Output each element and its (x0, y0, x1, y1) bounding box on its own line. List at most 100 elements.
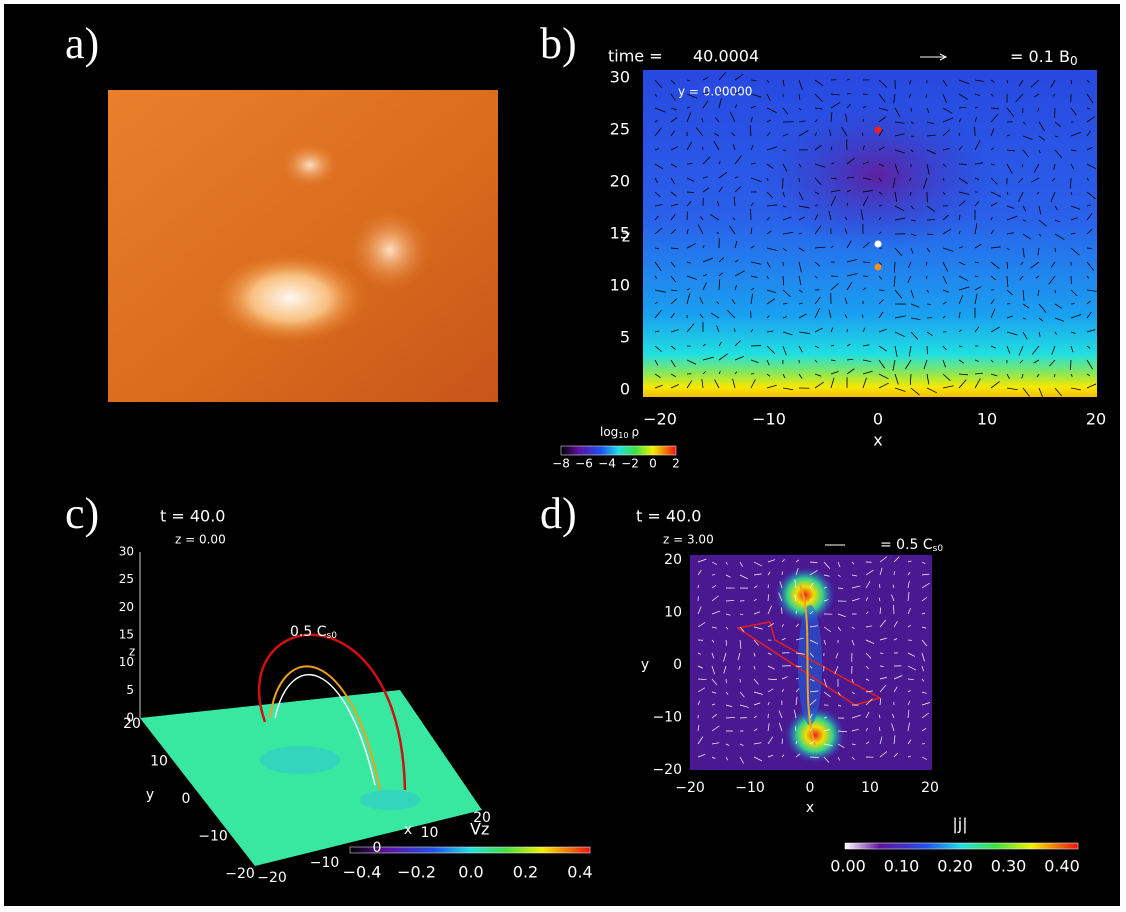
y-axis-label: y (641, 657, 649, 673)
vector (846, 93, 851, 95)
vector (814, 79, 824, 86)
vector (753, 626, 763, 630)
vector (1052, 93, 1056, 97)
vector (686, 200, 692, 207)
tick-label: −10 (752, 410, 786, 429)
vector (779, 581, 783, 589)
vector (718, 91, 722, 95)
vector (1054, 303, 1063, 309)
vector (1006, 315, 1013, 319)
vector (862, 161, 870, 165)
vector (907, 709, 910, 719)
vector (990, 191, 1002, 197)
vector (766, 373, 771, 377)
vector (697, 736, 704, 745)
vector (814, 246, 826, 249)
vector (716, 325, 720, 333)
vector (750, 293, 754, 305)
vector (767, 584, 769, 589)
vector (942, 79, 948, 87)
vector (862, 327, 866, 333)
vector (942, 261, 949, 272)
vector (878, 204, 883, 207)
vector (733, 196, 736, 207)
vector (734, 90, 742, 95)
vector (1070, 289, 1078, 297)
vector (846, 282, 853, 291)
vector (830, 112, 833, 123)
vector (1038, 303, 1047, 313)
vector (767, 622, 774, 628)
vector (907, 607, 912, 615)
vector (1006, 261, 1009, 269)
vector (865, 665, 869, 670)
vector (990, 216, 993, 221)
y-axis-label: z (622, 227, 630, 246)
z-axis-label: z (129, 645, 135, 659)
vector (766, 315, 770, 319)
vector (753, 665, 756, 670)
vector (670, 261, 676, 268)
vector (862, 190, 873, 193)
vector (837, 574, 841, 577)
tick-label: 20 (664, 552, 682, 568)
tick-label: 5 (126, 683, 134, 697)
vector (753, 573, 762, 576)
vector (702, 100, 709, 109)
vector (958, 106, 967, 109)
vector (851, 678, 854, 683)
vector (753, 715, 757, 719)
tick-label: 20 (610, 172, 630, 191)
vector (958, 146, 963, 151)
vector (766, 119, 772, 123)
vector (1018, 79, 1024, 87)
vector (1019, 359, 1024, 364)
vector (782, 205, 787, 208)
vector (734, 176, 739, 179)
vector (814, 359, 818, 363)
vector (974, 223, 978, 235)
vector (837, 730, 847, 733)
vector (894, 217, 906, 221)
vector (814, 214, 819, 221)
vector (795, 741, 798, 745)
vector (782, 216, 792, 221)
vector (750, 79, 757, 82)
vector (851, 691, 855, 695)
vector (908, 177, 912, 181)
vector (860, 209, 864, 221)
vector-scale: = 0.1 B0 (1010, 47, 1078, 68)
vector (942, 247, 954, 252)
vector (921, 561, 926, 565)
vector (781, 638, 786, 641)
vector (878, 714, 881, 719)
vector (942, 289, 950, 293)
vector (1086, 261, 1094, 271)
vector (894, 387, 906, 392)
vector (878, 345, 887, 352)
vector (1050, 79, 1056, 88)
vector (734, 240, 738, 249)
vector (809, 690, 819, 693)
vector (828, 210, 832, 221)
vector (738, 665, 741, 670)
vector (718, 341, 722, 347)
vector (670, 177, 676, 185)
vector (990, 345, 996, 349)
vector (958, 286, 970, 291)
vector (893, 571, 895, 576)
vector (809, 728, 812, 732)
vector (862, 287, 866, 291)
vector (1035, 275, 1040, 279)
vector (718, 171, 728, 179)
vector (814, 381, 824, 389)
vector (878, 191, 883, 195)
vector (654, 163, 664, 170)
vector (739, 639, 742, 649)
vector (697, 570, 702, 576)
vector (990, 93, 994, 97)
vector (654, 345, 662, 352)
vector (814, 191, 820, 195)
vector (766, 345, 776, 354)
vector (1086, 311, 1092, 319)
